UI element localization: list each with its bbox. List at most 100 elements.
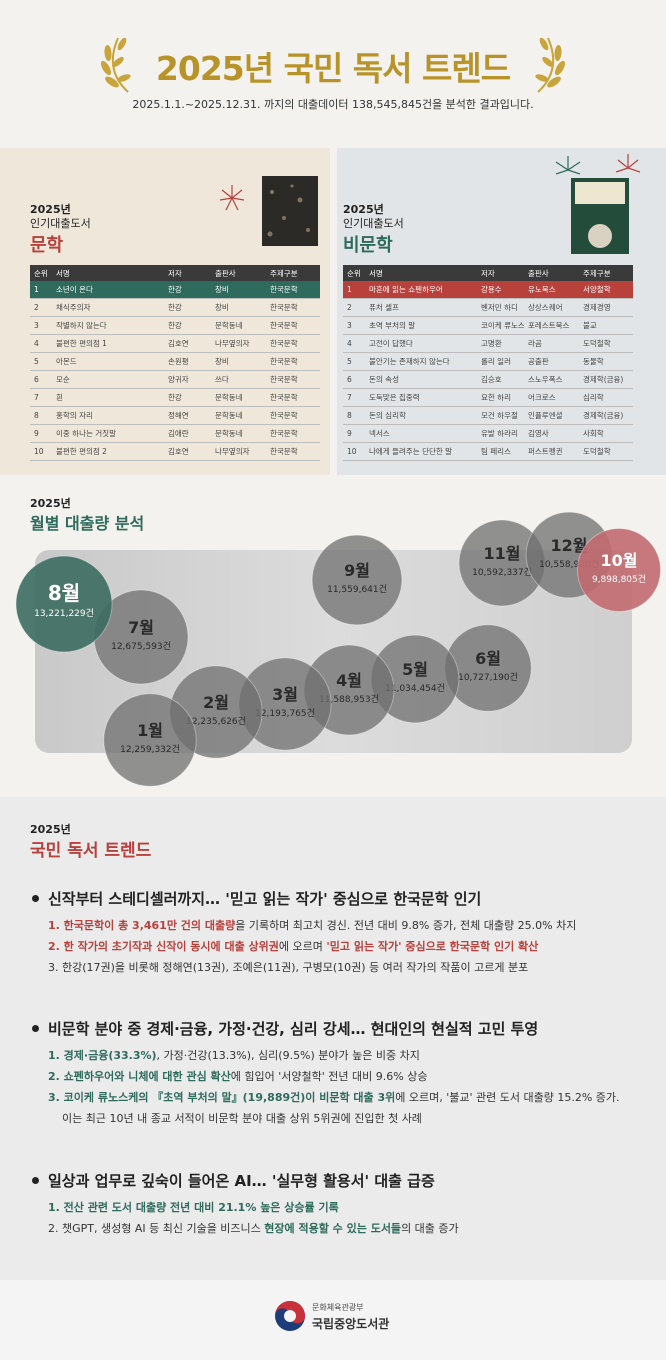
highlight-text: 1. 경제·금융(33.3%) xyxy=(48,1049,157,1062)
book-row: 10 불편한 편의점 2 김호연 나무옆의자 한국문학 xyxy=(30,442,320,461)
book-cell: 경제경영 xyxy=(579,298,633,317)
fireworks xyxy=(219,154,641,211)
book-cell: 나무옆의자 xyxy=(211,334,266,353)
book-cell: 8 xyxy=(30,406,52,425)
month-label: 8월 xyxy=(48,581,80,605)
book-row: 9 이중 하나는 거짓말 김애란 문학동네 한국문학 xyxy=(30,424,320,443)
text: 2. 챗GPT, 생성형 AI 등 최신 기술을 비즈니스 xyxy=(48,1222,265,1235)
book-cell: 도덕철학 xyxy=(579,442,633,461)
book-table: 순위 서명 저자 출판사 주제구분 1 소년이 온다 한강 창비 한국문학 2 채식주의자 한강 창비 한국… xyxy=(30,265,320,461)
book-cell: 문학동네 xyxy=(211,388,266,407)
book-cell: 서양철학 xyxy=(579,281,633,299)
book-cell: 2 xyxy=(343,298,365,317)
book-cell: 8 xyxy=(343,406,365,425)
book-cell: 창비 xyxy=(211,352,266,371)
book-cell: 한국문학 xyxy=(266,424,320,443)
book-cell: 김호연 xyxy=(164,334,211,353)
book-table: 순위 서명 저자 출판사 주제구분 1 마흔에 읽는 쇼펜하우어 강용수 유노북스 서양철학 2 퓨처… xyxy=(343,265,633,461)
month-bubble xyxy=(15,555,113,653)
book-cell: 포레스트북스 xyxy=(524,316,579,335)
laurel-left xyxy=(100,37,131,93)
book-cell: 심리학 xyxy=(579,388,633,407)
book-row: 2 퓨처 셀프 벤저민 하디 상상스퀘어 경제경영 xyxy=(343,298,633,317)
book-cell: 한국문학 xyxy=(266,316,320,335)
book-cell: 한강 xyxy=(164,388,211,407)
column-header: 저자 xyxy=(477,265,524,281)
month-label: 9월 xyxy=(344,561,370,580)
month-value: 10,558,920건 xyxy=(539,559,599,570)
bullet xyxy=(32,1025,39,1032)
column-header: 주제구분 xyxy=(579,265,633,281)
month-value: 9,898,805건 xyxy=(592,574,646,585)
book-cell: 아몬드 xyxy=(52,352,164,371)
month-label: 1월 xyxy=(137,721,163,740)
book-cell: 한국문학 xyxy=(266,406,320,425)
month-label: 5월 xyxy=(402,660,428,679)
book-cell: 롤리 일러 xyxy=(477,352,524,371)
book-cell: 초역 부처의 말 xyxy=(365,316,477,335)
text: 에 힘입어 '서양철학' 전년 대비 9.6% 상승 xyxy=(230,1070,428,1083)
table-header-row: 순위 서명 저자 출판사 주제구분 xyxy=(30,265,320,281)
book-cell: 라곰 xyxy=(524,334,579,353)
book-cell: 채식주의자 xyxy=(52,298,164,317)
highlight-text: 1. 한국문학이 총 3,461만 건의 대출량 xyxy=(48,919,236,932)
month-value: 11,034,454건 xyxy=(385,683,445,694)
book-row: 2 채식주의자 한강 창비 한국문학 xyxy=(30,298,320,317)
month-label: 6월 xyxy=(475,649,501,668)
bullet xyxy=(32,1177,39,1184)
book-cell: 코이케 류노스케 xyxy=(477,316,524,335)
panel-label: 인기대출도서 xyxy=(343,217,404,230)
book-cell: 마흔에 읽는 쇼펜하우어 xyxy=(365,281,477,299)
book-cell: 4 xyxy=(30,334,52,353)
month-value: 12,193,765건 xyxy=(255,708,315,719)
book-cell: 한국문학 xyxy=(266,298,320,317)
month-label: 2월 xyxy=(203,693,229,712)
month-label: 11월 xyxy=(484,544,521,563)
book-cell: 한강 xyxy=(164,281,211,299)
book-row: 6 모순 양귀자 쓰다 한국문학 xyxy=(30,370,320,389)
book-cell: 3 xyxy=(343,316,365,335)
highlight-text: 2. 쇼펜하우어와 니체에 대한 관심 확산 xyxy=(48,1070,231,1083)
book-cell: 공출판 xyxy=(524,352,579,371)
book-row: 1 마흔에 읽는 쇼펜하우어 강용수 유노북스 서양철학 xyxy=(343,281,633,299)
trend-line: 2. 챗GPT, 생성형 AI 등 최신 기술을 비즈니스 현장에 적용할 수 … xyxy=(48,1220,459,1236)
month-label: 12월 xyxy=(551,536,588,555)
book-cell: 퍼스트펭귄 xyxy=(524,442,579,461)
column-header: 출판사 xyxy=(211,265,266,281)
trends-year: 2025년 xyxy=(30,823,71,836)
book-row: 7 흰 한강 문학동네 한국문학 xyxy=(30,388,320,407)
month-bubble xyxy=(103,693,197,787)
trend-line: 2. 쇼펜하우어와 니체에 대한 관심 확산에 힘입어 '서양철학' 전년 대비… xyxy=(48,1068,427,1084)
text: , 가정·건강(13.3%), 심리(9.5%) 분야가 높은 비중 차지 xyxy=(156,1049,420,1062)
book-cell: 스노우폭스 xyxy=(524,370,579,389)
trend-line: 이는 최근 10년 내 종교 서적이 비문학 분야 대출 상위 5위권에 진입한… xyxy=(62,1110,422,1126)
book-cell: 2 xyxy=(30,298,52,317)
month-value: 12,235,626건 xyxy=(186,716,246,727)
book-cell: 경제학(금융) xyxy=(579,370,633,389)
book-cell: 정해연 xyxy=(164,406,211,425)
page-title: 2025년 국민 독서 트렌드 xyxy=(155,49,511,88)
column-header: 순위 xyxy=(30,265,52,281)
book-cell: 흰 xyxy=(52,388,164,407)
book-row: 7 도둑맞은 집중력 요한 하리 어크로스 심리학 xyxy=(343,388,633,407)
book-cell: 5 xyxy=(343,352,365,371)
book-cell: 창비 xyxy=(211,298,266,317)
text: 에 오르며 xyxy=(278,940,327,953)
text: 3. 한강(17권)을 비롯해 정해연(13권), 조예은(11권), 구병모(… xyxy=(48,961,529,974)
book-row: 4 불편한 편의점 1 김호연 나무옆의자 한국문학 xyxy=(30,334,320,353)
trend-line: 1. 전산 관련 도서 대출량 전년 대비 21.1% 높은 상승률 기록 xyxy=(48,1199,339,1215)
column-header: 서명 xyxy=(365,265,477,281)
book-cell: 고명환 xyxy=(477,334,524,353)
month-value: 11,588,953건 xyxy=(319,694,379,705)
book-cell: 쓰다 xyxy=(211,370,266,389)
monthly-bubble-chart: 9월 11,559,641건 11월 10,592,337건 12월 10,558,920… xyxy=(15,511,662,787)
book-cell: 상상스퀘어 xyxy=(524,298,579,317)
book-cell: 인플루엔셜 xyxy=(524,406,579,425)
book-cell: 홍학의 자리 xyxy=(52,406,164,425)
book-cell: 불교 xyxy=(579,316,633,335)
book-cell: 도덕철학 xyxy=(579,334,633,353)
bullet xyxy=(32,895,39,902)
book-cell: 퓨처 셀프 xyxy=(365,298,477,317)
